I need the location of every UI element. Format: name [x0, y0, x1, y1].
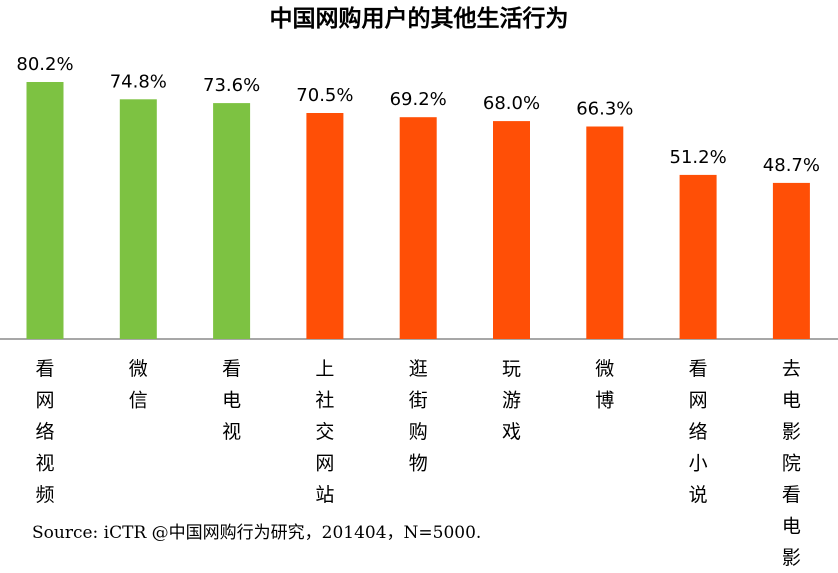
- category-label-5: 逛街购物: [409, 358, 428, 475]
- bar-2: [119, 99, 157, 339]
- value-label-6: 68.0%: [483, 93, 540, 114]
- value-label-1: 80.2%: [16, 54, 73, 75]
- category-label-8: 看网络小说: [689, 358, 708, 506]
- bar-4: [306, 113, 344, 339]
- value-label-9: 48.7%: [763, 155, 820, 176]
- bar-5: [399, 117, 437, 339]
- category-label-9: 去电影院看电影: [782, 358, 801, 568]
- bar-7: [586, 126, 624, 339]
- value-label-8: 51.2%: [670, 147, 727, 168]
- category-labels-layer: 看网络视频 微信 看电视 上社交网站 逛街购物 玩游戏 微博 看网络小说 去电影院看电影: [35, 358, 801, 569]
- chart-title: 中国网购用户的其他生活行为: [270, 5, 569, 32]
- value-labels-layer: 80.2% 74.8% 73.6% 70.5% 69.2% 68.0% 66.3% 51.2%…: [16, 54, 820, 176]
- value-label-7: 66.3%: [576, 99, 633, 120]
- value-label-3: 73.6%: [203, 75, 260, 96]
- bar-3: [213, 103, 251, 339]
- bar-8: [679, 174, 717, 339]
- bar-9: [772, 182, 810, 339]
- category-label-1: 看网络视频: [35, 358, 54, 506]
- value-label-2: 74.8%: [110, 71, 167, 92]
- bar-6: [493, 121, 530, 339]
- bar-1: [26, 82, 64, 339]
- bars-layer: [26, 82, 810, 339]
- source-note: Source: iCTR @中国网购行为研究，201404，N=5000.: [32, 523, 481, 543]
- value-label-5: 69.2%: [390, 89, 447, 110]
- category-label-7: 微博: [595, 358, 614, 412]
- category-label-3: 看电视: [222, 358, 241, 443]
- category-label-6: 玩游戏: [502, 358, 521, 443]
- value-label-4: 70.5%: [296, 85, 353, 106]
- category-label-2: 微信: [129, 358, 148, 412]
- category-label-4: 上社交网站: [315, 358, 334, 506]
